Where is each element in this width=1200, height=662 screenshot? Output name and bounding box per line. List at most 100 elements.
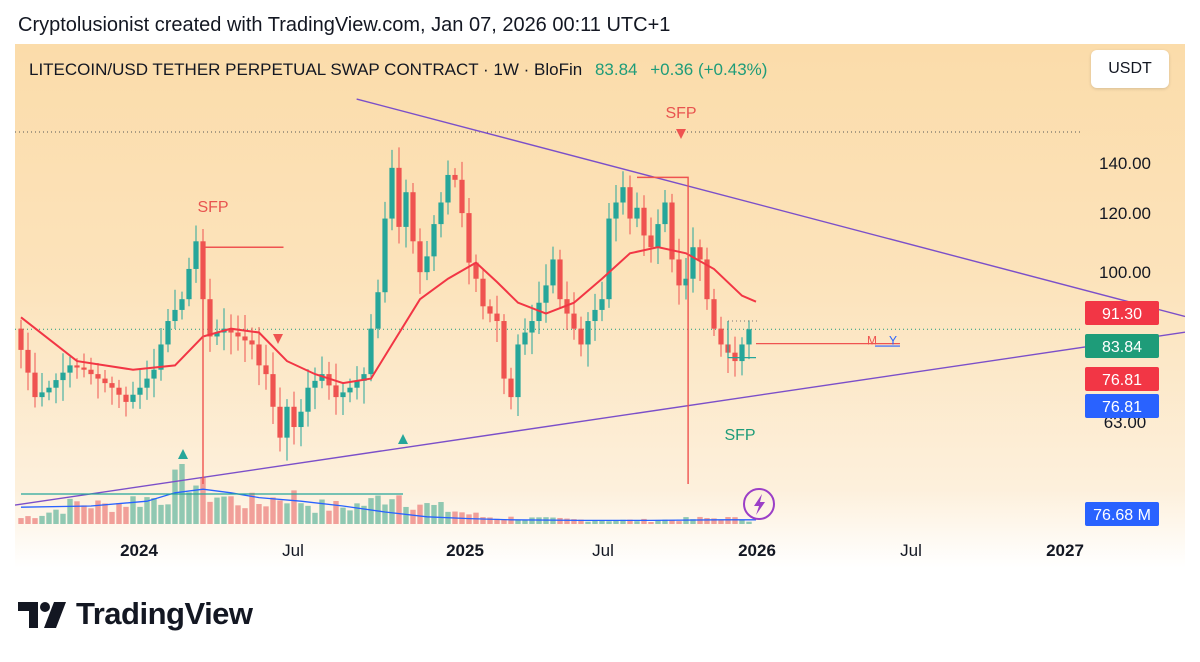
- volume-bar: [53, 509, 59, 524]
- candle-body: [228, 328, 234, 333]
- volume-bar: [347, 510, 353, 524]
- candle-body: [627, 187, 633, 219]
- candle-body: [137, 387, 143, 395]
- volume-bar: [613, 520, 619, 524]
- candle-body: [340, 392, 346, 398]
- candle: [571, 292, 577, 340]
- chart-credit: Cryptolusionist created with TradingView…: [18, 14, 671, 36]
- volume-bar: [109, 511, 115, 524]
- volume-bar: [95, 500, 101, 524]
- candle: [179, 291, 185, 320]
- price-tag-label: 76.68 M: [1093, 507, 1151, 524]
- candle: [25, 332, 31, 391]
- candle-body: [669, 202, 675, 260]
- candle-body: [319, 374, 325, 381]
- candle: [207, 278, 213, 352]
- volume-bar: [732, 517, 738, 524]
- candle-body: [543, 285, 549, 303]
- volume-bar: [249, 492, 255, 524]
- volume-bar: [704, 518, 710, 524]
- candle: [130, 381, 136, 409]
- candle-body: [123, 394, 129, 402]
- candle: [102, 370, 108, 393]
- volume-bar: [606, 521, 612, 524]
- volume-bar: [718, 520, 724, 524]
- sfp-down-marker: [273, 334, 283, 344]
- candle-body: [424, 256, 430, 273]
- volume-bar: [634, 521, 640, 524]
- sfp-bottom-box: [727, 321, 756, 359]
- candle: [228, 314, 234, 355]
- volume-bar: [431, 504, 437, 524]
- candle: [438, 192, 444, 238]
- candle: [249, 327, 255, 360]
- volume-bar: [487, 517, 493, 524]
- price-tag: 76.68 M: [1085, 502, 1159, 526]
- candle: [704, 247, 710, 310]
- price-tag-bg: [1085, 502, 1159, 526]
- candle: [242, 315, 248, 362]
- candle: [109, 376, 115, 405]
- volume-bar: [242, 508, 248, 524]
- candle: [53, 373, 59, 404]
- candle-body: [557, 259, 563, 300]
- candle: [445, 160, 451, 215]
- candle: [46, 380, 52, 401]
- candle-body: [662, 202, 668, 225]
- candle-body: [39, 392, 45, 398]
- candle: [718, 316, 724, 357]
- candle: [550, 246, 556, 294]
- volume-bar: [662, 519, 668, 524]
- price-tag: 76.81: [1085, 367, 1159, 391]
- chart-frame[interactable]: SFP SFP SFP M Y 140.00 120.00 100.00 63.00 91.30 8…: [15, 44, 1185, 568]
- candle-body: [480, 278, 486, 307]
- candle: [361, 367, 367, 404]
- candle-body: [655, 224, 661, 248]
- candle: [417, 228, 423, 294]
- volume-bar: [620, 519, 626, 524]
- volume-bar: [396, 495, 402, 524]
- candle-body: [466, 213, 472, 263]
- candle-body: [620, 187, 626, 203]
- volume-bars: [18, 464, 752, 524]
- buy-up-marker: [398, 434, 408, 444]
- volume-bar: [18, 518, 24, 524]
- candle-body: [718, 328, 724, 345]
- candle: [655, 209, 661, 265]
- volume-bar: [564, 518, 570, 524]
- candle-body: [305, 387, 311, 412]
- candle: [620, 171, 626, 215]
- volume-bar: [74, 501, 80, 524]
- candle: [606, 202, 612, 308]
- sfp-label: SFP: [724, 427, 755, 444]
- candle-body: [277, 406, 283, 438]
- price-tag-label: 91.30: [1102, 306, 1142, 323]
- candle-body: [704, 259, 710, 300]
- x-tick-label: 2027: [1046, 541, 1084, 560]
- volume-bar: [270, 497, 276, 524]
- x-tick-label: Jul: [282, 541, 304, 560]
- candle: [585, 312, 591, 367]
- candle: [501, 314, 507, 395]
- volume-bar: [641, 518, 647, 524]
- x-tick-label: 2024: [120, 541, 158, 560]
- candle-body: [53, 380, 59, 388]
- volume-bar: [382, 504, 388, 524]
- candle: [669, 193, 675, 273]
- candle: [466, 198, 472, 285]
- candle: [368, 314, 374, 382]
- yearly-label: Y: [889, 334, 897, 348]
- candle-body: [298, 411, 304, 428]
- candle-body: [95, 374, 101, 379]
- currency-button[interactable]: USDT: [1091, 50, 1169, 88]
- y-axis: 140.00120.00100.0063.0091.3083.8476.8176…: [1085, 154, 1159, 526]
- candle: [578, 316, 584, 357]
- candle: [459, 161, 465, 228]
- candle-body: [389, 167, 395, 219]
- candle-body: [396, 167, 402, 227]
- candle: [508, 367, 514, 410]
- volume-bar: [326, 510, 332, 524]
- volume-bar: [39, 515, 45, 524]
- candle-body: [711, 299, 717, 329]
